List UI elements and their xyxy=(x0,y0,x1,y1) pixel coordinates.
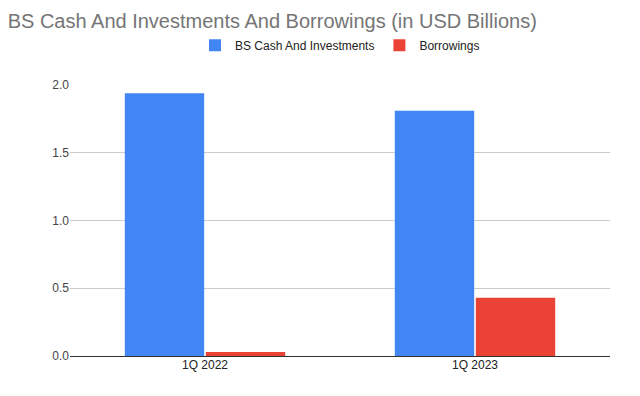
svg-text:1Q 2022: 1Q 2022 xyxy=(182,358,228,372)
svg-text:1.0: 1.0 xyxy=(52,214,69,228)
svg-text:BS Cash And Investments And Bo: BS Cash And Investments And Borrowings (… xyxy=(8,10,537,32)
svg-text:1.5: 1.5 xyxy=(52,146,69,160)
svg-text:0.0: 0.0 xyxy=(52,349,69,363)
svg-text:Borrowings: Borrowings xyxy=(419,39,479,53)
svg-text:2.0: 2.0 xyxy=(52,78,69,92)
svg-text:BS Cash And Investments: BS Cash And Investments xyxy=(235,39,374,53)
svg-text:1Q 2023: 1Q 2023 xyxy=(452,358,498,372)
svg-text:0.5: 0.5 xyxy=(52,281,69,295)
